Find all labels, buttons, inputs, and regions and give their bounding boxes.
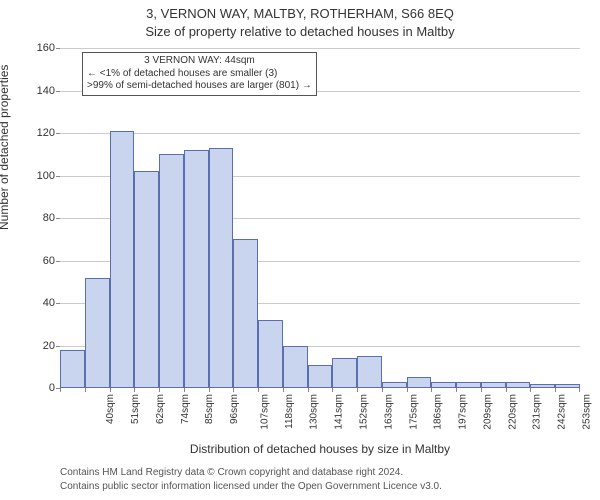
- y-axis-label: Number of detached properties: [0, 65, 11, 230]
- annotation-line2: ← <1% of detached houses are smaller (3): [87, 68, 312, 81]
- x-tick-label: 141sqm: [334, 394, 345, 430]
- annotation-line3: >99% of semi-detached houses are larger …: [87, 80, 312, 93]
- x-tick: [60, 388, 61, 392]
- plot-area: 02040608010012014016040sqm51sqm62sqm74sq…: [60, 48, 580, 388]
- y-tick-label: 60: [25, 255, 55, 267]
- x-tick: [382, 388, 383, 392]
- x-tick-label: 85sqm: [204, 394, 215, 424]
- y-tick: [56, 176, 60, 177]
- y-tick: [56, 218, 60, 219]
- x-tick: [233, 388, 234, 392]
- bar: [85, 278, 110, 389]
- y-tick: [56, 91, 60, 92]
- x-tick-label: 62sqm: [155, 394, 166, 424]
- bar: [110, 131, 135, 388]
- bar: [456, 382, 481, 388]
- x-tick: [357, 388, 358, 392]
- bar: [407, 377, 432, 388]
- y-tick-label: 100: [25, 170, 55, 182]
- x-tick: [159, 388, 160, 392]
- y-tick-label: 120: [25, 127, 55, 139]
- chart-title-line1: 3, VERNON WAY, MALTBY, ROTHERHAM, S66 8E…: [0, 6, 600, 21]
- y-tick: [56, 48, 60, 49]
- bar: [332, 358, 357, 388]
- x-tick: [579, 388, 580, 392]
- x-tick: [85, 388, 86, 392]
- x-tick: [332, 388, 333, 392]
- x-tick-label: 118sqm: [284, 394, 295, 429]
- x-axis-label: Distribution of detached houses by size …: [60, 442, 580, 456]
- bar: [283, 346, 308, 389]
- y-tick-label: 20: [25, 340, 55, 352]
- x-tick-label: 107sqm: [260, 394, 271, 430]
- x-tick-label: 175sqm: [408, 394, 419, 430]
- bar: [555, 384, 580, 388]
- gridline: [60, 133, 580, 134]
- x-tick: [456, 388, 457, 392]
- y-tick: [56, 303, 60, 304]
- bar: [481, 382, 506, 388]
- x-tick: [555, 388, 556, 392]
- y-tick-label: 140: [25, 85, 55, 97]
- annotation-line1: 3 VERNON WAY: 44sqm: [87, 55, 312, 68]
- x-tick-label: 163sqm: [383, 394, 394, 430]
- x-tick-label: 197sqm: [458, 394, 469, 430]
- chart-container: 3, VERNON WAY, MALTBY, ROTHERHAM, S66 8E…: [0, 0, 600, 500]
- y-tick-label: 0: [25, 382, 55, 394]
- x-tick-label: 242sqm: [557, 394, 568, 430]
- x-tick: [407, 388, 408, 392]
- x-tick-label: 231sqm: [532, 394, 543, 430]
- x-tick: [481, 388, 482, 392]
- bar: [308, 365, 333, 388]
- x-tick: [283, 388, 284, 392]
- x-tick-label: 186sqm: [433, 394, 444, 430]
- y-tick: [56, 346, 60, 347]
- x-tick: [184, 388, 185, 392]
- x-tick: [209, 388, 210, 392]
- x-tick-label: 253sqm: [581, 394, 592, 430]
- x-tick-label: 130sqm: [309, 394, 320, 430]
- bar: [382, 382, 407, 388]
- bar: [233, 239, 258, 388]
- bar: [431, 382, 456, 388]
- x-tick-label: 40sqm: [105, 394, 116, 424]
- bar: [530, 384, 555, 388]
- footer-line2: Contains public sector information licen…: [60, 481, 580, 492]
- bar: [134, 171, 159, 388]
- bar: [506, 382, 531, 388]
- x-tick-label: 220sqm: [507, 394, 518, 430]
- bar: [209, 148, 234, 388]
- bar: [357, 356, 382, 388]
- bar: [184, 150, 209, 388]
- y-tick-label: 160: [25, 42, 55, 54]
- x-tick: [506, 388, 507, 392]
- footer-line1: Contains HM Land Registry data © Crown c…: [60, 467, 580, 478]
- x-tick-label: 209sqm: [482, 394, 493, 430]
- x-tick: [110, 388, 111, 392]
- bar: [159, 154, 184, 388]
- x-tick: [431, 388, 432, 392]
- chart-title-line2: Size of property relative to detached ho…: [0, 24, 600, 39]
- x-tick-label: 152sqm: [359, 394, 370, 430]
- y-tick: [56, 261, 60, 262]
- x-tick-label: 74sqm: [180, 394, 191, 424]
- annotation-box: 3 VERNON WAY: 44sqm← <1% of detached hou…: [82, 52, 317, 96]
- y-tick-label: 80: [25, 212, 55, 224]
- x-tick: [258, 388, 259, 392]
- gridline: [60, 48, 580, 49]
- y-tick: [56, 133, 60, 134]
- bar: [258, 320, 283, 388]
- x-tick: [134, 388, 135, 392]
- x-tick: [308, 388, 309, 392]
- bar: [60, 350, 85, 388]
- x-tick: [530, 388, 531, 392]
- x-tick-label: 51sqm: [130, 394, 141, 424]
- y-tick-label: 40: [25, 297, 55, 309]
- x-tick-label: 96sqm: [229, 394, 240, 424]
